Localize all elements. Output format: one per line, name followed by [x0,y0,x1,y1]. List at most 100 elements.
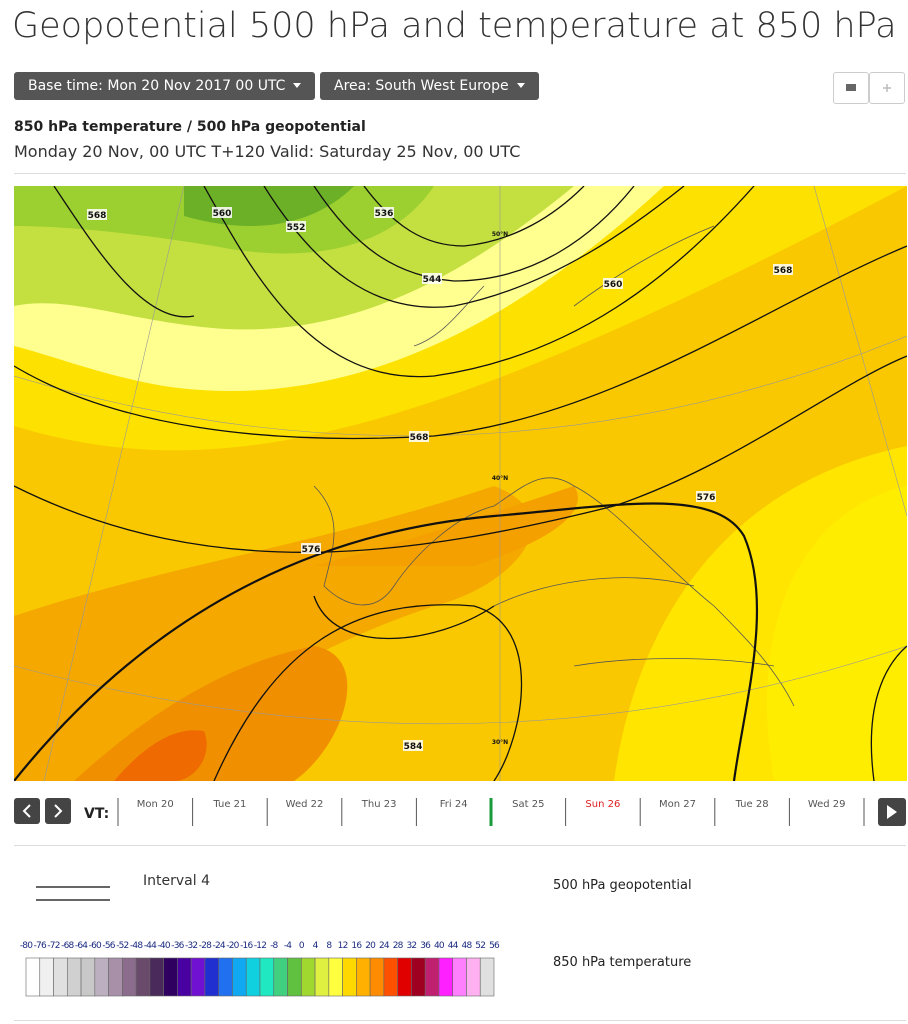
day-label[interactable]: Wed 29 [808,799,846,810]
add-button[interactable] [869,72,905,104]
day-label[interactable]: Sat 25 [512,799,544,810]
scale-swatch [273,957,288,997]
prev-button[interactable] [14,798,40,824]
scale-swatch [356,957,371,997]
scale-title: 850 hPa temperature [553,955,691,970]
scale-swatch [383,957,398,997]
scale-swatch [342,957,357,997]
map-subheading: Monday 20 Nov, 00 UTC T+120 Valid: Satur… [14,142,521,161]
contour-label-bg [374,207,394,218]
scale-tick-label: 28 [393,941,404,951]
contour-label-bg [87,209,107,220]
interval-label: Interval 4 [143,873,210,889]
timeline: VT: Mon 20 Tue 21 Wed 22 Thu 23 Fri 24 Sat 25… [14,798,906,826]
scale-tick-label: -32 [185,941,197,951]
scale-tick-label: 56 [489,941,500,951]
scale-tick-label: 0 [299,941,305,951]
vt-label: VT: [84,806,109,822]
contour-label: 560 [604,280,623,290]
contour-label: 552 [287,223,306,233]
contour-label-bg [773,264,793,275]
scale-tick-label: 24 [379,941,390,951]
scale-swatch [300,957,316,997]
scale-tick-label: 8 [326,941,332,951]
scale-tick-label: 36 [420,941,431,951]
scale-tick-label: 40 [434,941,445,951]
scale-tick-label: -80 [20,941,33,951]
contour-label-bg [301,543,321,554]
scale-swatch [66,957,82,997]
contour-label: 576 [697,493,716,503]
scale-tick-label: -28 [199,941,212,951]
scale-swatch [287,957,302,997]
scale-tick-label: -36 [171,941,184,951]
scale-swatch [53,957,68,997]
contour-label-bg [696,491,716,502]
scale-tick-label: -72 [47,941,59,951]
contour-label: 568 [410,433,429,443]
area-select[interactable]: Area: South West Europe [320,72,539,100]
weather-map: 568 560 552 536 544 560 568 568 576 576 584 50°N 40°… [14,186,907,781]
scale-tick-label: -68 [61,941,74,951]
scale-swatch [204,957,220,997]
scale-tick-label: 16 [351,941,362,951]
day-label[interactable]: Mon 20 [137,799,174,810]
scale-tick-label: -48 [130,941,143,951]
scale-swatch [177,957,192,997]
scale-swatch [163,957,178,997]
scale-swatch [259,957,275,997]
day-label[interactable]: Wed 22 [286,799,324,810]
contour-label-bg [422,273,442,284]
page-title: Geopotential 500 hPa and temperature at … [12,6,897,46]
scale-tick-label: 44 [448,941,459,951]
scale-swatch [466,957,481,997]
scale-tick-label: -4 [284,941,292,951]
scale-tick-label: -12 [254,941,266,951]
scale-swatch [438,957,454,997]
day-label[interactable]: Tue 28 [735,799,769,810]
contour-label-bg [286,221,306,232]
day-label[interactable]: Fri 24 [440,799,468,810]
scale-tick-label: 52 [475,941,485,951]
scale-swatch [190,957,206,997]
scale-tick-label: 4 [313,941,319,951]
scale-swatch [424,957,440,997]
scale-swatch [122,957,137,997]
scale-swatch [108,957,123,997]
map-heading: 850 hPa temperature / 500 hPa geopotenti… [14,119,366,135]
contour-label-bg [403,740,423,751]
scale-tick-label: -76 [34,941,47,951]
scale-swatch [397,957,412,997]
scale-tick-label: -8 [270,941,278,951]
scale-swatch [232,957,247,997]
contour-label-bg [603,278,623,289]
day-label[interactable]: Thu 23 [361,799,397,810]
day-label[interactable]: Tue 21 [212,799,246,810]
scale-tick-label: 48 [462,941,473,951]
scale-swatch [369,957,385,997]
contour-label: 568 [774,266,793,276]
scale-tick-label: -56 [102,941,115,951]
scale-tick-label: -64 [75,941,88,951]
scale-tick-label: 12 [338,941,348,951]
print-button[interactable] [833,72,869,104]
contour-label-bg [212,207,232,218]
scale-swatch [479,957,495,997]
contour-label: 560 [213,209,232,219]
contour-label: 568 [88,211,107,221]
scale-tick-label: 20 [365,941,376,951]
scale-swatch [135,957,151,997]
scale-tick-label: -40 [157,941,170,951]
divider [14,173,906,174]
scale-swatch [328,957,343,997]
base-time-select[interactable]: Base time: Mon 20 Nov 2017 00 UTC [14,72,316,100]
scale-swatch [149,957,164,997]
scale-tick-label: -60 [89,941,102,951]
next-button[interactable] [45,798,71,824]
legend: Interval 4 500 hPa geopotential 850 hPa … [20,873,692,997]
day-label[interactable]: Sun 26 [585,799,620,810]
day-label[interactable]: Mon 27 [659,799,696,810]
line-title: 500 hPa geopotential [553,878,692,893]
scale-swatch [218,957,233,997]
